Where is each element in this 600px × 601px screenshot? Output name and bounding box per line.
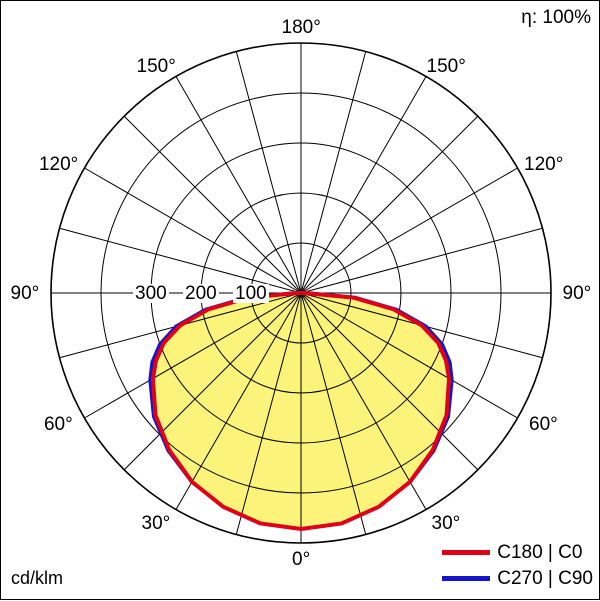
radial-label-300: 300 xyxy=(133,282,169,304)
angle-label-30-left: 30° xyxy=(141,513,171,534)
angle-label-120-left: 120° xyxy=(38,153,79,175)
legend-swatch-blue xyxy=(442,575,491,581)
legend-label-c180-c0: C180 | C0 xyxy=(497,541,583,563)
angle-label-0: 0° xyxy=(292,548,311,570)
angle-label-150-right: 150° xyxy=(426,55,466,77)
angle-label-90-right: 90° xyxy=(562,282,592,304)
legend-item-c180-c0: C180 | C0 xyxy=(442,539,593,565)
legend-label-c270-c90: C270 | C90 xyxy=(497,567,593,589)
legend-swatch-red xyxy=(442,549,491,555)
angle-label-150-left: 150° xyxy=(136,55,176,77)
legend-item-c270-c90: C270 | C90 xyxy=(442,565,593,591)
angle-label-180: 180° xyxy=(281,16,321,38)
angle-label-60-left: 60° xyxy=(43,413,73,435)
angle-label-60-right: 60° xyxy=(529,413,558,435)
radial-label-200: 200 xyxy=(183,282,219,304)
radial-label-100: 100 xyxy=(233,282,269,304)
legend: C180 | C0 C270 | C90 xyxy=(442,539,593,591)
distribution-curves xyxy=(148,291,454,531)
angle-label-120-right: 120° xyxy=(524,153,564,175)
efficiency-label: η: 100% xyxy=(521,7,591,28)
angle-label-30-right: 30° xyxy=(431,513,461,534)
unit-label: cd/klm xyxy=(11,568,64,588)
angle-label-90-left: 90° xyxy=(10,282,40,304)
